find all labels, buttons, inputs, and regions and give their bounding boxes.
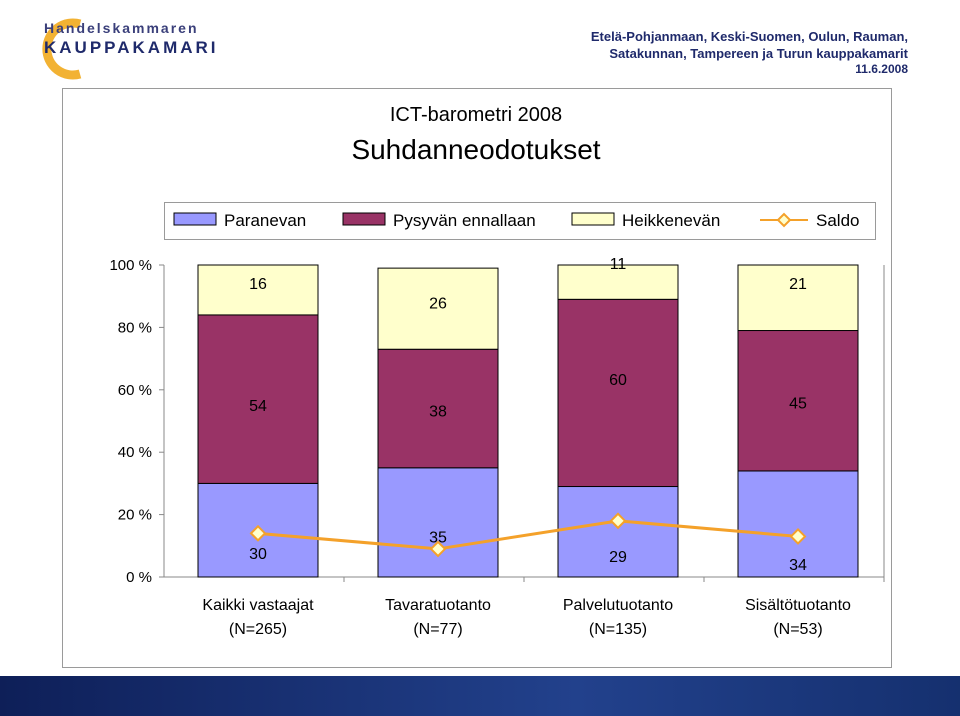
- data-label: 34: [789, 557, 807, 574]
- legend-swatch: [342, 212, 386, 226]
- saldo-line: [257, 519, 799, 551]
- legend-marker: [776, 212, 792, 228]
- legend-label: Pysyvän ennallaan: [393, 211, 536, 230]
- x-tick-label: Sisältötuotanto: [745, 597, 851, 614]
- bar-segment: [557, 264, 679, 300]
- chart-title: ICT-barometri 2008: [389, 104, 563, 126]
- org-line-2: Satakunnan, Tampereen ja Turun kauppakam…: [609, 46, 908, 61]
- data-label: 45: [789, 396, 807, 413]
- data-label: 16: [249, 276, 267, 293]
- x-tick-sublabel: (N=135): [589, 621, 647, 638]
- chart-legend: [164, 202, 876, 240]
- y-tick-label: 20 %: [118, 507, 152, 524]
- bar-segment: [737, 470, 859, 578]
- data-label: 29: [609, 549, 627, 566]
- bar-segment: [557, 298, 679, 488]
- x-tick-label: Palvelutuotanto: [563, 597, 673, 614]
- legend-swatch: [571, 212, 615, 226]
- data-label: 30: [249, 546, 267, 563]
- data-label: 26: [429, 296, 447, 313]
- x-tick-sublabel: (N=265): [229, 621, 287, 638]
- saldo-marker: [249, 524, 267, 542]
- logo-text-main: KAUPPAKAMARI: [44, 38, 219, 57]
- footer-bar: [0, 676, 960, 716]
- report-date: 11.6.2008: [855, 62, 908, 76]
- logo-c-mark: [42, 18, 82, 80]
- legend-label: Paranevan: [224, 211, 306, 230]
- data-label: 38: [429, 404, 447, 421]
- y-tick-label: 60 %: [118, 382, 152, 399]
- bar-segment: [197, 314, 319, 484]
- data-label: 60: [609, 372, 627, 389]
- bar-segment: [377, 467, 499, 578]
- logo-text-top: Handelskammaren: [44, 20, 199, 36]
- legend-label: Saldo: [816, 211, 859, 230]
- bar-segment: [377, 267, 499, 350]
- data-label: 21: [789, 276, 807, 293]
- y-tick-label: 80 %: [118, 319, 152, 336]
- x-tick-sublabel: (N=53): [773, 621, 822, 638]
- saldo-marker: [429, 540, 447, 558]
- chart-subtitle: Suhdanneodotukset: [351, 134, 601, 165]
- legend-label: Heikkenevän: [622, 211, 720, 230]
- y-tick-label: 0 %: [126, 569, 152, 586]
- y-tick-label: 100 %: [109, 257, 152, 274]
- x-tick-sublabel: (N=77): [413, 621, 462, 638]
- data-label: 54: [249, 398, 267, 415]
- kauppakamari-logo: [40, 14, 270, 84]
- y-tick-label: 40 %: [118, 444, 152, 461]
- x-tick-label: Kaikki vastaajat: [202, 597, 314, 614]
- saldo-marker: [609, 512, 627, 530]
- bar-segment: [737, 264, 859, 332]
- organization-text: Etelä-Pohjanmaan, Keski-Suomen, Oulun, R…: [591, 28, 908, 62]
- org-line-1: Etelä-Pohjanmaan, Keski-Suomen, Oulun, R…: [590, 29, 908, 44]
- bar-segment: [197, 264, 319, 316]
- bar-segment: [377, 348, 499, 469]
- x-tick-label: Tavaratuotanto: [385, 597, 491, 614]
- data-label: 35: [429, 529, 447, 546]
- legend-swatch: [173, 212, 217, 226]
- data-label: 11: [610, 256, 627, 273]
- saldo-marker: [789, 528, 807, 545]
